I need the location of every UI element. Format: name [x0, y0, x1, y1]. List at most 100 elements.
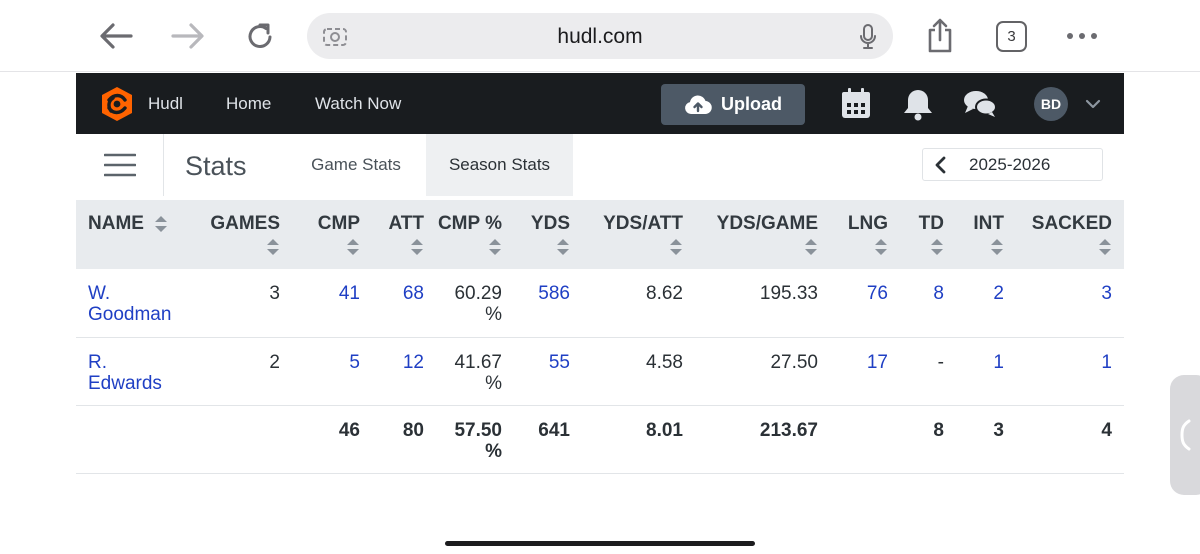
more-button[interactable]	[1062, 16, 1102, 56]
cell-td-link[interactable]: 8	[900, 269, 956, 338]
cell-cmp-pct: 41.67 %	[436, 337, 514, 406]
sort-icon	[267, 239, 279, 255]
calendar-icon[interactable]	[838, 86, 874, 122]
tab-game-stats[interactable]: Game Stats	[311, 155, 401, 174]
avatar[interactable]: BD	[1034, 87, 1068, 121]
cell-cmp-link[interactable]: 41	[292, 269, 372, 338]
cell-yds-att: 8.62	[582, 269, 695, 338]
camera-search-icon	[323, 28, 347, 46]
cell-att-link[interactable]: 12	[372, 337, 436, 406]
season-selector[interactable]: 2025-2026	[922, 148, 1103, 181]
cell-int-link[interactable]: 1	[956, 337, 1016, 406]
messages-icon[interactable]	[962, 86, 998, 122]
cell-empty	[76, 405, 188, 474]
reload-icon	[248, 23, 272, 48]
hudl-logo-icon[interactable]	[98, 85, 136, 123]
address-bar[interactable]: hudl.com	[307, 13, 893, 59]
column-label: CMP	[317, 213, 360, 234]
column-label: TD	[918, 213, 944, 234]
sort-icon	[411, 239, 423, 255]
brand-name[interactable]: Hudl	[148, 94, 183, 113]
total-yds-game: 213.67	[695, 405, 830, 474]
cell-yds-game: 195.33	[695, 269, 830, 338]
sort-icon	[670, 239, 682, 255]
totals-row: 46 80 57.50 % 641 8.01 213.67 8 3 4	[76, 405, 1124, 474]
upload-label: Upload	[721, 94, 782, 114]
total-yds-att: 8.01	[582, 405, 695, 474]
forward-button[interactable]	[168, 16, 208, 56]
table-row: W. Goodman 3 41 68 60.29 % 586 8.62 195.…	[76, 269, 1124, 338]
cell-empty	[188, 405, 292, 474]
back-button[interactable]	[96, 16, 136, 56]
chevron-down-icon[interactable]	[1084, 95, 1102, 113]
total-sacked: 4	[1016, 405, 1124, 474]
column-header-yds-game[interactable]: YDS/GAME	[695, 200, 830, 269]
menu-button[interactable]	[76, 134, 164, 196]
column-header-cmp[interactable]: CMP	[292, 200, 372, 269]
total-cmp-pct: 57.50 %	[436, 405, 514, 474]
cell-yds-link[interactable]: 586	[514, 269, 582, 338]
total-cmp: 46	[292, 405, 372, 474]
nav-home[interactable]: Home	[226, 94, 272, 113]
total-td: 8	[900, 405, 956, 474]
cell-lng-link[interactable]: 76	[830, 269, 900, 338]
column-header-yds[interactable]: YDS	[514, 200, 582, 269]
cloud-upload-icon	[685, 94, 712, 114]
column-label: YDS/ATT	[603, 213, 683, 234]
cell-lng-link[interactable]: 17	[830, 337, 900, 406]
nav-watch-now[interactable]: Watch Now	[315, 94, 402, 113]
page-title: Stats	[185, 151, 247, 181]
column-header-yds-att[interactable]: YDS/ATT	[582, 200, 695, 269]
sort-icon	[347, 239, 359, 255]
column-header-cmp-pct[interactable]: CMP %	[436, 200, 514, 269]
sort-icon	[557, 239, 569, 255]
cell-yds-game: 27.50	[695, 337, 830, 406]
table-header-row: NAME GAMES CMP ATT CMP % YDS YDS/ATT YDS…	[76, 200, 1124, 269]
cell-att-link[interactable]: 68	[372, 269, 436, 338]
cell-int-link[interactable]: 2	[956, 269, 1016, 338]
player-name-link[interactable]: W. Goodman	[76, 269, 188, 338]
cell-sacked-link[interactable]: 1	[1016, 337, 1124, 406]
chevron-left-icon	[935, 156, 946, 173]
share-icon	[928, 18, 952, 53]
column-header-name[interactable]: NAME	[76, 200, 188, 269]
column-header-sacked[interactable]: SACKED	[1016, 200, 1124, 269]
forward-arrow-icon	[171, 23, 204, 49]
cell-cmp-link[interactable]: 5	[292, 337, 372, 406]
season-label: 2025-2026	[969, 154, 1051, 174]
side-panel-handle[interactable]	[1170, 375, 1200, 495]
microphone-icon[interactable]	[859, 24, 877, 50]
column-label: SACKED	[1031, 213, 1112, 234]
column-label: LNG	[847, 213, 888, 234]
home-indicator[interactable]	[445, 541, 755, 546]
back-arrow-icon	[100, 23, 133, 49]
total-int: 3	[956, 405, 1016, 474]
cell-sacked-link[interactable]: 3	[1016, 269, 1124, 338]
player-name-link[interactable]: R. Edwards	[76, 337, 188, 406]
column-header-lng[interactable]: LNG	[830, 200, 900, 269]
reload-button[interactable]	[240, 16, 280, 56]
cell-yds-att: 4.58	[582, 337, 695, 406]
table-row: R. Edwards 2 5 12 41.67 % 55 4.58 27.50 …	[76, 337, 1124, 406]
tab-season-stats[interactable]: Season Stats	[426, 134, 573, 196]
column-label: NAME	[88, 213, 144, 234]
url-text: hudl.com	[557, 25, 643, 48]
upload-button[interactable]: Upload	[661, 84, 805, 125]
more-dots-icon	[1067, 33, 1097, 39]
hamburger-icon	[103, 153, 136, 177]
sort-icon	[875, 239, 887, 255]
column-header-att[interactable]: ATT	[372, 200, 436, 269]
share-button[interactable]	[920, 16, 960, 56]
column-label: YDS	[530, 213, 570, 234]
bracket-left-icon	[1180, 419, 1191, 451]
column-header-td[interactable]: TD	[900, 200, 956, 269]
season-prev-button[interactable]	[923, 149, 957, 180]
column-label: YDS/GAME	[716, 213, 818, 234]
column-header-int[interactable]: INT	[956, 200, 1016, 269]
cell-yds-link[interactable]: 55	[514, 337, 582, 406]
tab-count-button[interactable]: 3	[996, 21, 1027, 52]
column-label: ATT	[388, 213, 424, 234]
bell-icon[interactable]	[900, 86, 936, 122]
column-header-games[interactable]: GAMES	[188, 200, 292, 269]
total-att: 80	[372, 405, 436, 474]
